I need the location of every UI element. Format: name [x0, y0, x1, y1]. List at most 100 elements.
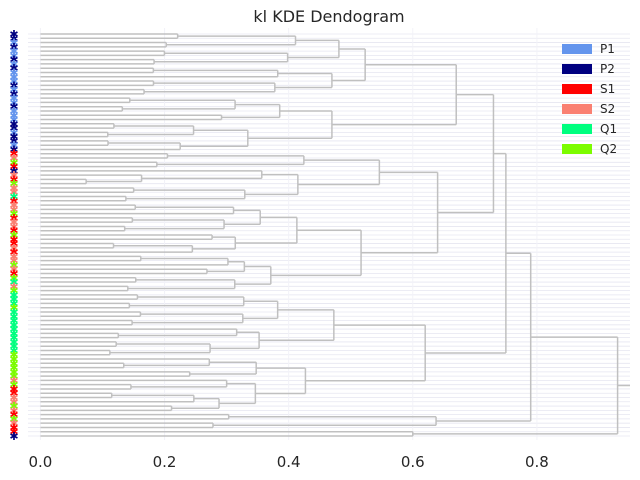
leaf-marker: ✱: [9, 366, 18, 379]
leaf-marker: ✱: [9, 161, 18, 174]
leaf-marker: ✱: [9, 417, 18, 430]
leaf-marker: ✱: [9, 54, 18, 67]
leaf-marker: ✱: [9, 396, 18, 409]
x-tick-label: 0.6: [401, 453, 425, 471]
leaf-marker: ✱: [9, 344, 18, 357]
leaf-marker: ✱: [9, 263, 18, 276]
leaf-marker: ✱: [9, 302, 18, 315]
leaf-marker: ✱: [9, 49, 18, 62]
leaf-marker: ✱: [9, 327, 18, 340]
leaf-marker: ✱: [9, 208, 18, 221]
leaf-marker: ✱: [9, 28, 18, 41]
leaf-marker: ✱: [9, 96, 18, 109]
leaf-marker: ✱: [9, 289, 18, 302]
leaf-marker: ✱: [9, 212, 18, 225]
leaf-marker: ✱: [9, 32, 18, 45]
leaf-marker: ✱: [9, 88, 18, 101]
legend-label: P1: [600, 42, 615, 56]
leaf-marker: ✱: [9, 101, 18, 114]
leaf-marker: ✱: [9, 165, 18, 178]
legend-swatch: [562, 104, 592, 114]
leaf-marker: ✱: [9, 199, 18, 212]
x-tick-label: 0.0: [28, 453, 52, 471]
leaf-marker: ✱: [9, 62, 18, 75]
legend-swatch: [562, 124, 592, 134]
leaf-marker: ✱: [9, 362, 18, 375]
leaf-marker: ✱: [9, 84, 18, 97]
x-tick-label: 0.8: [525, 453, 549, 471]
leaf-marker: ✱: [9, 156, 18, 169]
x-tick-label: 0.2: [153, 453, 177, 471]
leaf-marker: ✱: [9, 238, 18, 251]
leaf-marker: ✱: [9, 114, 18, 127]
leaf-marker: ✱: [9, 92, 18, 105]
legend-swatch: [562, 44, 592, 54]
legend-swatch: [562, 84, 592, 94]
x-axis-ticks: 0.0 0.2 0.4 0.6 0.8: [28, 453, 548, 471]
leaf-marker: ✱: [9, 37, 18, 50]
leaf-marker: ✱: [9, 191, 18, 204]
leaf-marker: ✱: [9, 340, 18, 353]
leaf-marker: ✱: [9, 267, 18, 280]
leaf-marker: ✱: [9, 293, 18, 306]
leaf-marker: ✱: [9, 135, 18, 148]
leaf-marker: ✱: [9, 332, 18, 345]
leaf-marker: ✱: [9, 370, 18, 383]
leaf-marker: ✱: [9, 430, 18, 443]
legend-label: P2: [600, 62, 615, 76]
leaf-marker: ✱: [9, 323, 18, 336]
leaf-marker: ✱: [9, 349, 18, 362]
leaf-marker: ✱: [9, 229, 18, 242]
chart-title: kl KDE Dendogram: [253, 7, 404, 26]
leaf-marker: ✱: [9, 280, 18, 293]
leaf-marker: ✱: [9, 306, 18, 319]
leaf-marker: ✱: [9, 353, 18, 366]
leaf-marker: ✱: [9, 220, 18, 233]
leaf-marker: ✱: [9, 148, 18, 161]
legend-label: Q1: [600, 122, 617, 136]
leaf-marker: ✱: [9, 413, 18, 426]
leaf-marker: ✱: [9, 131, 18, 144]
leaf-marker: ✱: [9, 409, 18, 422]
dendrogram-branches: [40, 33, 630, 437]
leaf-marker: ✱: [9, 178, 18, 191]
leaf-marker: ✱: [9, 404, 18, 417]
leaf-marker: ✱: [9, 276, 18, 289]
leaf-markers: ✱✱✱✱✱✱✱✱✱✱✱✱✱✱✱✱✱✱✱✱✱✱✱✱✱✱✱✱✱✱✱✱✱✱✱✱✱✱✱✱…: [9, 28, 18, 443]
leaf-marker: ✱: [9, 139, 18, 152]
leaf-marker: ✱: [9, 357, 18, 370]
leaf-marker: ✱: [9, 242, 18, 255]
leaf-marker: ✱: [9, 66, 18, 79]
leaf-marker: ✱: [9, 400, 18, 413]
leaf-marker: ✱: [9, 392, 18, 405]
leaf-marker: ✱: [9, 246, 18, 259]
leaf-marker: ✱: [9, 216, 18, 229]
leaf-marker: ✱: [9, 41, 18, 54]
legend-swatch: [562, 64, 592, 74]
leaf-marker: ✱: [9, 259, 18, 272]
leaf-marker: ✱: [9, 336, 18, 349]
leaf-marker: ✱: [9, 387, 18, 400]
leaf-marker: ✱: [9, 203, 18, 216]
leaf-marker: ✱: [9, 315, 18, 328]
leaf-marker: ✱: [9, 195, 18, 208]
leaf-marker: ✱: [9, 58, 18, 71]
leaf-marker: ✱: [9, 285, 18, 298]
leaf-marker: ✱: [9, 126, 18, 139]
leaf-marker: ✱: [9, 105, 18, 118]
legend-label: Q2: [600, 142, 617, 156]
x-tick-label: 0.4: [277, 453, 301, 471]
leaf-marker: ✱: [9, 45, 18, 58]
leaf-marker: ✱: [9, 310, 18, 323]
leaf-marker: ✱: [9, 186, 18, 199]
leaf-marker: ✱: [9, 426, 18, 439]
leaf-marker: ✱: [9, 225, 18, 238]
leaf-marker: ✱: [9, 383, 18, 396]
leaf-marker: ✱: [9, 250, 18, 263]
leaf-marker: ✱: [9, 379, 18, 392]
leaf-marker: ✱: [9, 272, 18, 285]
leaf-marker: ✱: [9, 169, 18, 182]
legend: P1 P2 S1 S2 Q1 Q2: [562, 42, 617, 156]
leaf-marker: ✱: [9, 118, 18, 131]
